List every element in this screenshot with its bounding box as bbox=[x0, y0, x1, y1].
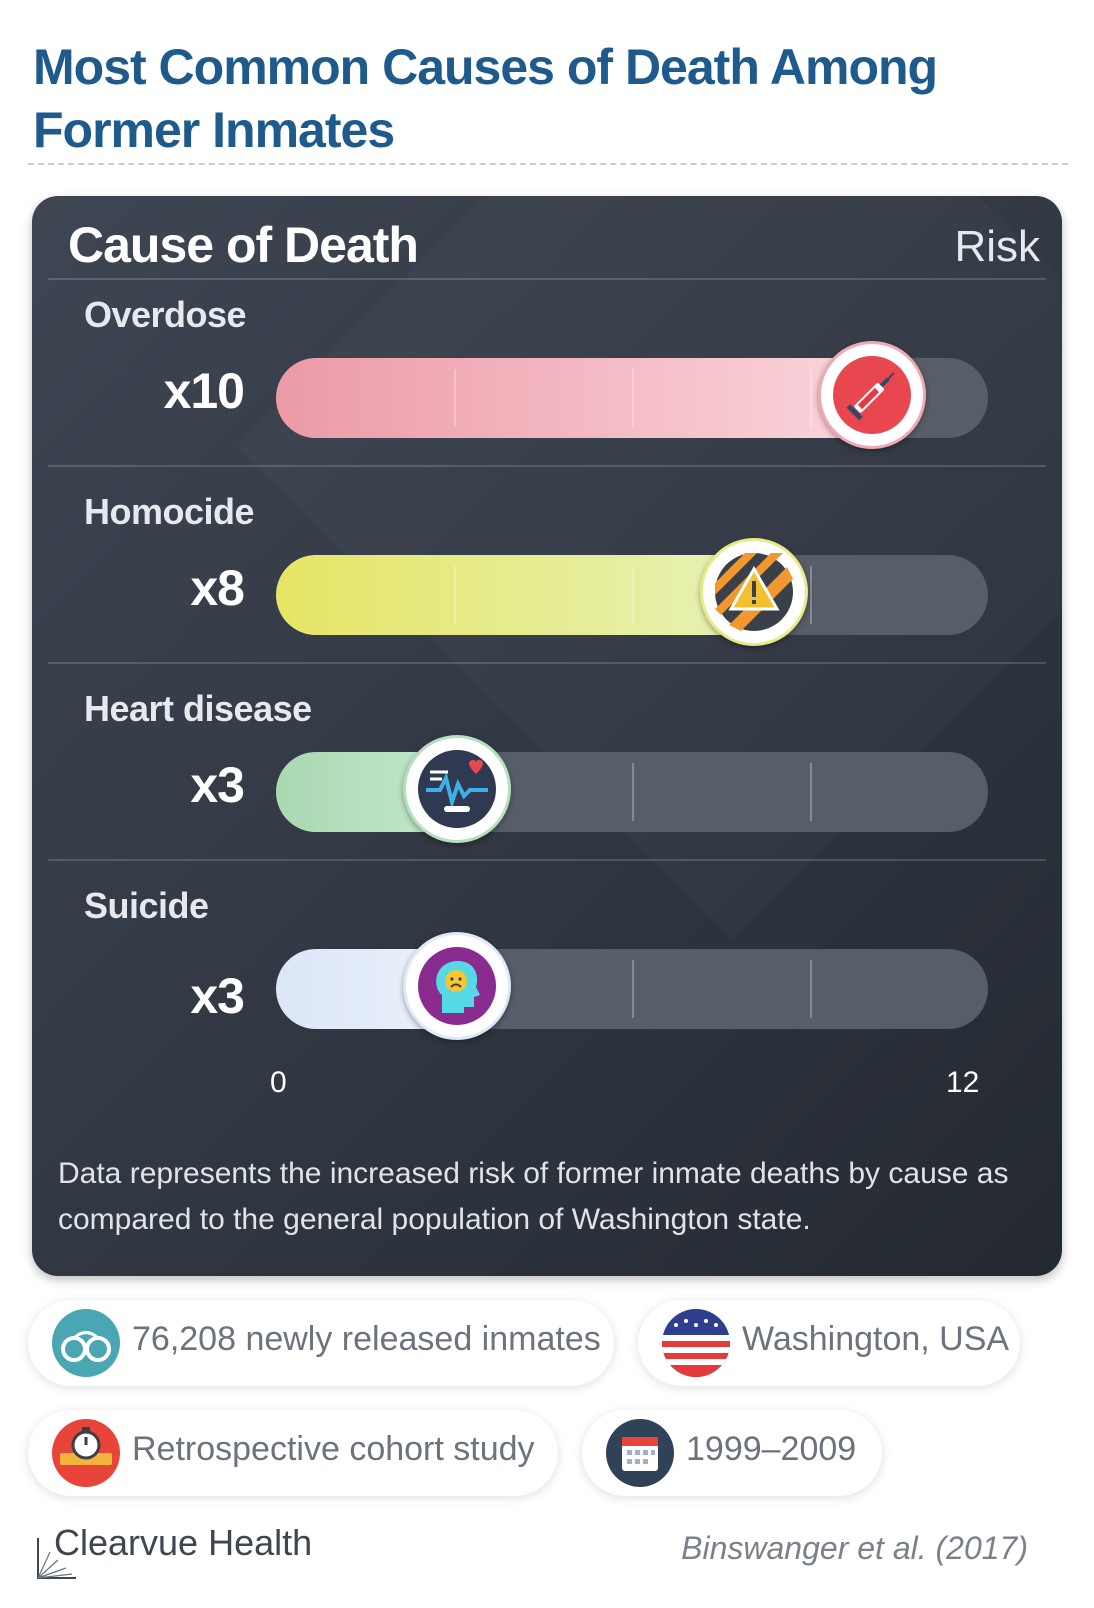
grid-tick bbox=[632, 566, 634, 624]
sample-size-text: 76,208 newly released inmates bbox=[132, 1320, 601, 1358]
bar bbox=[276, 358, 888, 438]
column-header-cause: Cause of Death bbox=[68, 217, 419, 273]
bar-track bbox=[276, 538, 988, 646]
header-divider bbox=[48, 278, 1046, 280]
chart-card: Cause of Death Risk Overdose x10 Homocide x… bbox=[32, 196, 1062, 1276]
grid-tick bbox=[632, 960, 634, 1018]
row-divider bbox=[48, 662, 1046, 664]
category-label: Overdose bbox=[84, 294, 247, 335]
study-period-pill: 1999–2009 bbox=[582, 1410, 882, 1496]
category-label: Homocide bbox=[84, 491, 255, 532]
stopwatch-icon bbox=[52, 1419, 120, 1487]
bar-track bbox=[276, 932, 988, 1040]
brand-mark-icon bbox=[37, 1538, 76, 1579]
axis-max-label: 12 bbox=[946, 1066, 980, 1099]
axis-min-label: 0 bbox=[270, 1066, 287, 1099]
grid-tick bbox=[632, 369, 634, 427]
study-design-text: Retrospective cohort study bbox=[132, 1430, 535, 1468]
study-design-pill: Retrospective cohort study bbox=[28, 1410, 558, 1496]
brand-name: Clearvue Health bbox=[54, 1522, 313, 1563]
bar-track bbox=[276, 735, 988, 843]
handcuffs-icon bbox=[52, 1309, 120, 1377]
category-label: Heart disease bbox=[84, 688, 312, 729]
value-label: x10 bbox=[163, 363, 245, 419]
value-label: x3 bbox=[190, 757, 245, 813]
sad-head-icon bbox=[403, 932, 511, 1040]
grid-tick bbox=[454, 566, 456, 624]
page-title: Most Common Causes of Death Among Former… bbox=[33, 39, 938, 158]
grid-tick bbox=[632, 763, 634, 821]
value-label: x8 bbox=[190, 560, 245, 616]
row-divider bbox=[48, 859, 1046, 861]
grid-tick bbox=[454, 369, 456, 427]
row-divider bbox=[48, 465, 1046, 467]
grid-tick bbox=[810, 369, 812, 427]
location-pill: Washington, USA bbox=[638, 1300, 1020, 1386]
grid-tick bbox=[810, 566, 812, 624]
us-flag-icon bbox=[662, 1309, 730, 1377]
column-header-risk: Risk bbox=[954, 222, 1040, 271]
location-text: Washington, USA bbox=[742, 1320, 1010, 1358]
calendar-icon bbox=[606, 1419, 674, 1487]
value-label: x3 bbox=[190, 968, 245, 1024]
warning-icon bbox=[699, 538, 808, 646]
chart-footnote: Data represents the increased risk of fo… bbox=[58, 1157, 1009, 1236]
sample-size-pill: 76,208 newly released inmates bbox=[28, 1300, 614, 1386]
title-divider bbox=[28, 163, 1068, 165]
brand-logo: Clearvue Health bbox=[36, 1522, 336, 1580]
heart-monitor-icon bbox=[403, 735, 511, 843]
bar bbox=[276, 555, 769, 635]
category-label: Suicide bbox=[84, 885, 209, 926]
syringe-icon bbox=[818, 341, 927, 449]
study-period-text: 1999–2009 bbox=[686, 1430, 857, 1468]
grid-tick bbox=[810, 960, 812, 1018]
bar-track bbox=[276, 341, 988, 449]
grid-tick bbox=[810, 763, 812, 821]
source-citation: Binswanger et al. (2017) bbox=[681, 1530, 1028, 1566]
